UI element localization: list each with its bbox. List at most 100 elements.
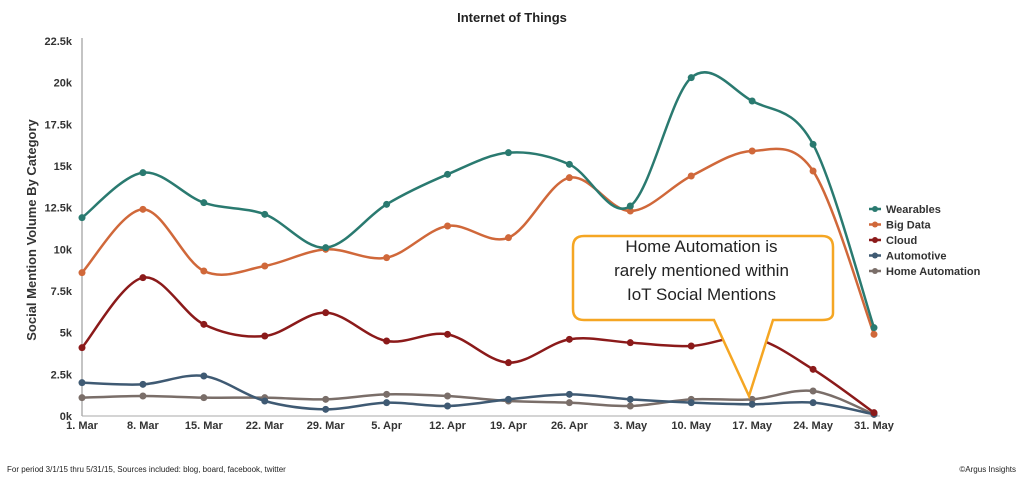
legend-label: Cloud <box>886 235 917 247</box>
data-point-wearables <box>687 74 695 82</box>
x-tick-label: 19. Apr <box>490 420 528 432</box>
y-tick-label: 0k <box>60 411 73 423</box>
x-tick-label: 31. May <box>854 420 895 432</box>
series-line-automotive <box>81 374 875 416</box>
legend-marker <box>872 237 878 243</box>
data-point-home-automation <box>78 394 86 402</box>
data-point-automotive <box>261 397 269 405</box>
y-tick-label: 15k <box>54 161 73 173</box>
data-point-cloud <box>809 365 817 373</box>
data-point-big-data <box>200 267 208 275</box>
data-point-big-data <box>78 269 86 277</box>
y-tick-label: 5k <box>60 328 73 340</box>
data-point-cloud <box>383 337 391 345</box>
x-tick-label: 26. Apr <box>551 420 589 432</box>
data-point-cloud <box>626 339 634 347</box>
x-tick-label: 15. Mar <box>185 420 224 432</box>
data-point-wearables <box>322 244 330 252</box>
data-point-cloud <box>261 332 269 340</box>
data-point-automotive <box>383 399 391 407</box>
data-point-automotive <box>504 395 512 403</box>
data-point-wearables <box>261 210 269 218</box>
legend-marker <box>872 221 878 228</box>
data-point-big-data <box>870 330 878 338</box>
legend-marker <box>872 252 878 259</box>
data-point-big-data <box>687 172 695 180</box>
annotation-line: Home Automation is <box>625 237 778 256</box>
x-tick-label: 22. Mar <box>246 420 285 432</box>
x-tick-label: 24. May <box>793 420 834 432</box>
data-point-automotive <box>200 372 208 380</box>
data-point-wearables <box>139 169 147 177</box>
data-point-wearables <box>748 97 756 105</box>
data-point-big-data <box>383 254 391 262</box>
data-point-cloud <box>565 335 573 343</box>
data-point-big-data <box>626 207 634 215</box>
y-tick-label: 20k <box>54 78 73 90</box>
data-point-big-data <box>809 167 817 175</box>
data-point-home-automation <box>444 392 452 400</box>
annotation-line: rarely mentioned within <box>614 261 789 280</box>
data-point-wearables <box>565 160 573 168</box>
legend-marker <box>872 268 878 274</box>
legend-label: Wearables <box>886 204 941 216</box>
y-tick-label: 10k <box>54 244 73 256</box>
x-tick-label: 29. Mar <box>307 420 346 432</box>
x-tick-label: 17. May <box>732 420 773 432</box>
data-point-cloud <box>444 330 452 338</box>
y-tick-label: 2.5k <box>51 369 73 381</box>
annotation-line: IoT Social Mentions <box>627 285 776 304</box>
x-tick-label: 8. Mar <box>127 420 160 432</box>
data-point-big-data <box>139 205 147 213</box>
x-tick-label: 3. May <box>613 420 648 432</box>
data-point-wearables <box>870 324 878 332</box>
x-tick-label: 1. Mar <box>66 420 99 432</box>
y-axis-label: Social Mention Volume By Category <box>24 118 39 340</box>
annotation-text: Home Automation is rarely mentioned with… <box>575 235 828 307</box>
data-point-cloud <box>687 342 695 350</box>
data-point-home-automation <box>200 394 208 402</box>
data-point-cloud <box>139 274 147 282</box>
data-point-wearables <box>809 140 817 148</box>
data-point-automotive <box>78 379 86 387</box>
y-tick-label: 7.5k <box>51 286 73 298</box>
x-tick-label: 10. May <box>671 420 712 432</box>
data-point-home-automation <box>322 395 330 403</box>
data-point-big-data <box>261 262 269 270</box>
data-point-wearables <box>200 199 208 207</box>
data-point-home-automation <box>809 387 817 395</box>
annotation-callout <box>571 234 835 400</box>
data-point-cloud <box>200 320 208 328</box>
data-point-home-automation <box>748 395 756 403</box>
footer-copyright: ©Argus Insights <box>959 465 1016 474</box>
data-point-cloud <box>78 344 86 352</box>
data-point-wearables <box>78 214 86 222</box>
data-point-automotive <box>139 380 147 388</box>
footer-sources: For period 3/1/15 thru 5/31/15, Sources … <box>7 465 286 474</box>
data-point-cloud <box>322 309 330 317</box>
data-point-home-automation <box>626 402 634 410</box>
data-point-automotive <box>565 390 573 398</box>
data-point-home-automation <box>565 399 573 407</box>
data-point-automotive <box>687 399 695 407</box>
x-tick-label: 5. Apr <box>371 420 402 432</box>
y-tick-label: 12.5k <box>44 203 72 215</box>
legend-label: Big Data <box>886 220 932 232</box>
legend-label: Automotive <box>886 251 947 263</box>
x-tick-label: 12. Apr <box>429 420 467 432</box>
data-point-home-automation <box>383 390 391 398</box>
chart-title: Internet of Things <box>457 10 567 25</box>
y-tick-label: 22.5k <box>44 36 72 48</box>
legend-label: Home Automation <box>886 266 981 278</box>
data-point-cloud <box>504 359 512 367</box>
data-point-automotive <box>809 399 817 407</box>
data-point-cloud <box>870 409 878 417</box>
data-point-home-automation <box>139 392 147 400</box>
data-point-wearables <box>444 170 452 178</box>
data-point-big-data <box>504 234 512 242</box>
data-point-automotive <box>748 400 756 408</box>
data-point-automotive <box>322 405 330 413</box>
data-point-wearables <box>504 149 512 157</box>
legend-marker <box>872 206 878 212</box>
